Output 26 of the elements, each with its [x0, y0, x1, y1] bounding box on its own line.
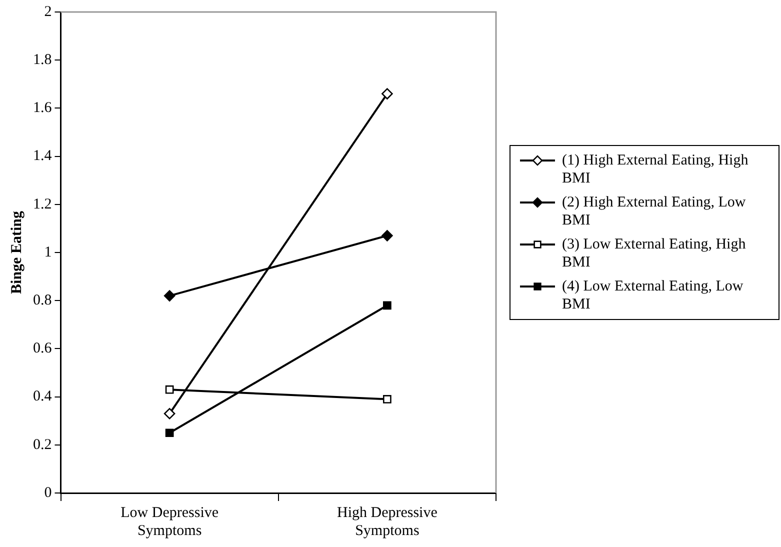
y-tick-label: 1.6 [33, 100, 52, 116]
y-tick-label: 1.4 [33, 148, 52, 164]
legend-label: (4) Low External Eating, Low BMI [562, 278, 744, 312]
point [164, 408, 176, 420]
point [383, 395, 392, 404]
point [382, 230, 393, 242]
point [164, 290, 176, 302]
y-tick-label: 0 [44, 484, 52, 501]
x-tick-label: Low Depressive Symptoms [120, 504, 219, 539]
point [382, 88, 393, 100]
y-tick-label: 1 [44, 244, 52, 260]
y-tick-label: 0.6 [33, 340, 52, 357]
point [383, 301, 392, 310]
y-tick-label: 0.8 [33, 292, 52, 309]
y-tick-label: 1.2 [33, 196, 52, 212]
y-tick-label: 0.2 [33, 436, 52, 453]
y-axis-title: Binge Eating [8, 210, 25, 294]
x-tick-label: High Depressive Symptoms [336, 504, 438, 539]
legend-label: (3) Low External Eating, High BMI [562, 236, 746, 270]
y-tick-label: 2 [44, 4, 52, 20]
legend-label: (1) High External Eating, High BMI [562, 152, 749, 186]
point [165, 385, 174, 394]
point [165, 428, 174, 438]
y-tick-label: 0.4 [33, 388, 52, 405]
y-tick-label: 1.8 [33, 52, 52, 68]
legend-label: (2) High External Eating, Low BMI [562, 194, 746, 228]
